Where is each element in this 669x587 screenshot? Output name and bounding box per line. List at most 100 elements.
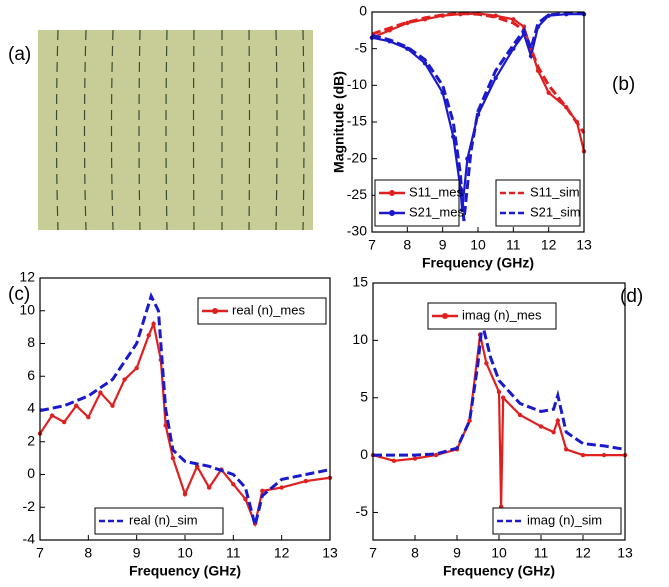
legend-marker bbox=[389, 210, 395, 216]
marker bbox=[501, 395, 506, 400]
marker bbox=[122, 377, 127, 382]
marker bbox=[231, 482, 236, 487]
x-tick-label: 10 bbox=[491, 545, 507, 561]
marker bbox=[555, 418, 560, 423]
photo-background bbox=[38, 30, 313, 230]
x-tick-label: 7 bbox=[36, 545, 44, 561]
marker bbox=[279, 485, 284, 490]
marker bbox=[206, 485, 212, 490]
legend-label: S21_sim bbox=[530, 204, 581, 219]
legend: real (n)_mes bbox=[197, 297, 327, 325]
marker bbox=[74, 403, 79, 408]
marker bbox=[433, 452, 439, 458]
legend-label: imag (n)_sim bbox=[527, 512, 602, 527]
y-tick-label: 10 bbox=[352, 331, 368, 347]
x-tick-label: 12 bbox=[541, 237, 557, 253]
legend-box bbox=[495, 179, 581, 227]
y-tick-label: 0 bbox=[27, 465, 35, 481]
marker bbox=[521, 24, 527, 29]
marker bbox=[546, 90, 551, 95]
panel-label: (a) bbox=[8, 44, 31, 65]
marker bbox=[580, 452, 586, 458]
legend: real (n)_sim bbox=[94, 507, 224, 535]
y-tick-label: -5 bbox=[356, 503, 369, 519]
panel-label: (b) bbox=[612, 74, 635, 95]
marker bbox=[564, 447, 569, 452]
series-line bbox=[39, 291, 331, 526]
marker bbox=[170, 455, 176, 461]
y-tick-label: 15 bbox=[352, 274, 368, 290]
y-tick-label: -5 bbox=[355, 39, 368, 55]
marker bbox=[517, 412, 523, 418]
y-tick-label: -15 bbox=[347, 113, 367, 129]
marker bbox=[538, 424, 544, 429]
x-tick-label: 8 bbox=[403, 237, 411, 253]
x-tick-label: 10 bbox=[177, 545, 193, 561]
legend-label: imag (n)_mes bbox=[462, 307, 542, 322]
marker bbox=[412, 456, 418, 461]
series-line bbox=[371, 11, 586, 134]
x-tick-label: 9 bbox=[439, 237, 447, 253]
marker bbox=[61, 419, 67, 425]
x-tick-label: 9 bbox=[453, 545, 461, 561]
x-tick-label: 7 bbox=[368, 237, 376, 253]
marker bbox=[98, 390, 103, 395]
x-tick-label: 8 bbox=[411, 545, 419, 561]
x-tick-label: 12 bbox=[274, 545, 290, 561]
photo bbox=[38, 29, 313, 231]
marker bbox=[243, 496, 248, 502]
x-axis-label: Frequency (GHz) bbox=[443, 563, 555, 579]
marker bbox=[146, 333, 151, 338]
legend: S11_sim S21_sim bbox=[495, 179, 581, 227]
marker bbox=[496, 389, 502, 395]
marker bbox=[110, 403, 115, 408]
y-tick-label: 5 bbox=[360, 388, 368, 404]
marker bbox=[465, 156, 470, 161]
x-axis-label: Frequency (GHz) bbox=[129, 563, 241, 579]
marker bbox=[493, 75, 498, 81]
y-tick-label: -10 bbox=[347, 76, 367, 92]
x-tick-label: 13 bbox=[576, 237, 592, 253]
y-tick-label: -25 bbox=[347, 186, 367, 202]
photo-stripes bbox=[55, 29, 305, 231]
y-tick-label: -2 bbox=[23, 498, 36, 514]
x-tick-label: 8 bbox=[84, 545, 92, 561]
y-tick-label: 0 bbox=[360, 446, 368, 462]
marker bbox=[182, 491, 188, 497]
y-tick-label: -30 bbox=[347, 223, 367, 239]
marker bbox=[49, 413, 55, 418]
marker bbox=[511, 17, 516, 22]
legend-label: S21_mes bbox=[409, 204, 464, 219]
series-line bbox=[373, 322, 626, 457]
plot-frame bbox=[39, 277, 331, 541]
y-tick-label: 4 bbox=[27, 400, 35, 416]
marker bbox=[151, 321, 156, 327]
legend-label: S11_mes bbox=[409, 184, 463, 199]
legend: imag (n)_sim bbox=[492, 507, 622, 535]
y-tick-label: 10 bbox=[19, 301, 35, 317]
x-tick-label: 12 bbox=[575, 545, 591, 561]
x-axis-label: Frequency (GHz) bbox=[422, 255, 534, 271]
marker bbox=[484, 361, 489, 366]
marker bbox=[391, 458, 397, 464]
marker bbox=[303, 478, 309, 484]
y-tick-label: -20 bbox=[347, 149, 367, 165]
x-tick-label: 11 bbox=[226, 545, 241, 561]
marker bbox=[551, 429, 556, 435]
legend-marker bbox=[389, 190, 395, 196]
series-line bbox=[371, 11, 584, 222]
legend: imag (n)_mes bbox=[427, 302, 557, 330]
legend-label: S11_sim bbox=[530, 184, 580, 199]
panel-label: (d) bbox=[620, 286, 643, 307]
marker bbox=[86, 414, 91, 420]
plot-frame bbox=[372, 282, 626, 541]
x-tick-label: 11 bbox=[506, 237, 521, 253]
y-tick-label: 8 bbox=[27, 334, 35, 350]
x-tick-label: 13 bbox=[617, 545, 633, 561]
marker bbox=[467, 418, 472, 423]
y-tick-label: 6 bbox=[27, 367, 35, 383]
marker bbox=[601, 452, 607, 458]
legend-box bbox=[374, 179, 460, 227]
x-tick-label: 9 bbox=[133, 545, 141, 561]
